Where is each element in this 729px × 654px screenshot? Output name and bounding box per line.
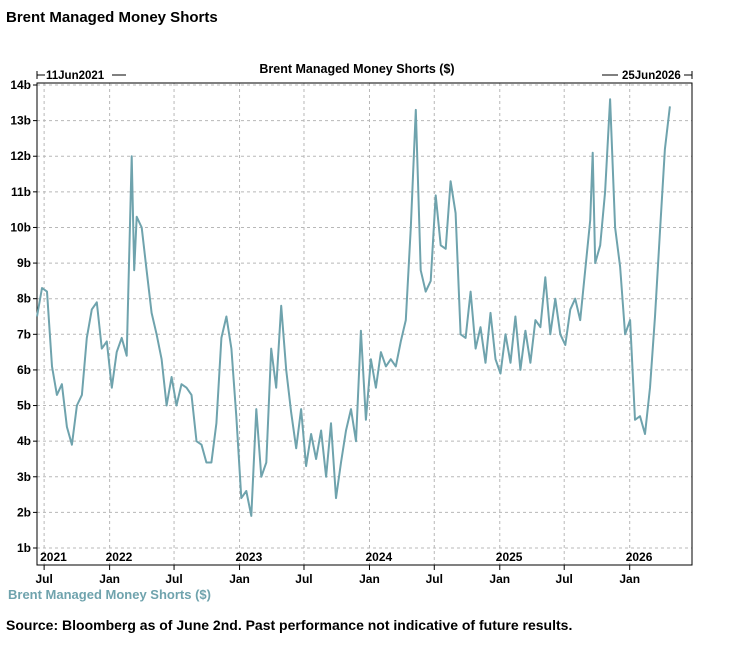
x-axis: Jul 2021 Jan 2022 Jul Jan 2023 Jul Jan 2024 Jul Jan… [35,550,652,586]
y-tick-label: 13b [10,114,31,128]
page-title: Brent Managed Money Shorts [6,9,218,26]
y-tick-label: 6b [17,363,31,377]
y-tick-label: 4b [17,434,31,448]
series-line [36,98,671,517]
y-tick-label: 8b [17,292,31,306]
y-tick-label: 12b [10,149,31,163]
y-tick-label: 5b [17,399,31,413]
y-tick-label: 10b [10,220,31,234]
end-date-label: 25Jun2026 [622,70,681,82]
y-tick-label: 7b [17,327,31,341]
x-year-label: 2026 [626,550,653,564]
x-tick-label: Jul [295,572,312,586]
x-year-label: 2022 [106,550,133,564]
x-tick-label: Jul [165,572,182,586]
legend-entry: Brent Managed Money Shorts ($) [8,587,211,602]
x-tick-label: Jan [99,572,120,586]
source-footnote: Source: Bloomberg as of June 2nd. Past p… [6,617,573,633]
series-points [36,99,670,516]
x-tick-label: Jan [359,572,380,586]
date-range-markers: 11Jun2021 25Jun2026 [36,70,693,82]
y-tick-label: 1b [17,541,31,555]
x-tick-label: Jan [489,572,510,586]
y-tick-label: 14b [10,78,31,92]
x-tick-label: Jan [619,572,640,586]
start-date-label: 11Jun2021 [46,70,105,82]
x-tick-label: Jul [426,572,443,586]
x-year-label: 2024 [365,550,392,564]
y-axis: 1b 2b 3b 4b 5b 6b 7b 8b 9b 10b 11b 12b 13b 14b [10,78,37,555]
y-tick-label: 11b [11,185,31,199]
x-year-label: 2021 [40,550,67,564]
plot-frame [36,82,693,566]
x-tick-label: Jul [556,572,573,586]
x-tick-label: Jul [35,572,52,586]
chart-title: Brent Managed Money Shorts ($) [259,62,454,76]
x-tick-label: Jan [229,572,250,586]
x-year-label: 2025 [496,550,523,564]
x-year-label: 2023 [236,550,263,564]
chart-svg: Brent Managed Money Shorts ($) 11Jun2021… [10,62,693,586]
y-tick-label: 2b [17,505,31,519]
y-tick-label: 3b [17,470,31,484]
y-tick-label: 9b [17,256,31,270]
